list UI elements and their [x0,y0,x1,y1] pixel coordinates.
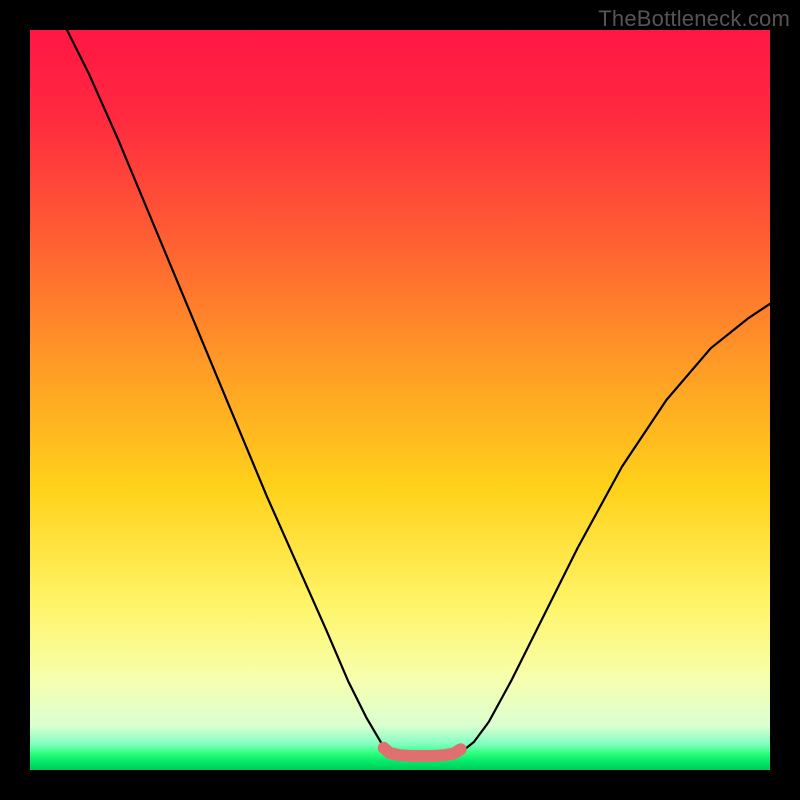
chart-svg [30,30,770,770]
gradient-background [30,30,770,770]
plot-area [30,30,770,770]
chart-frame: TheBottleneck.com [0,0,800,800]
watermark-text: TheBottleneck.com [598,6,790,32]
